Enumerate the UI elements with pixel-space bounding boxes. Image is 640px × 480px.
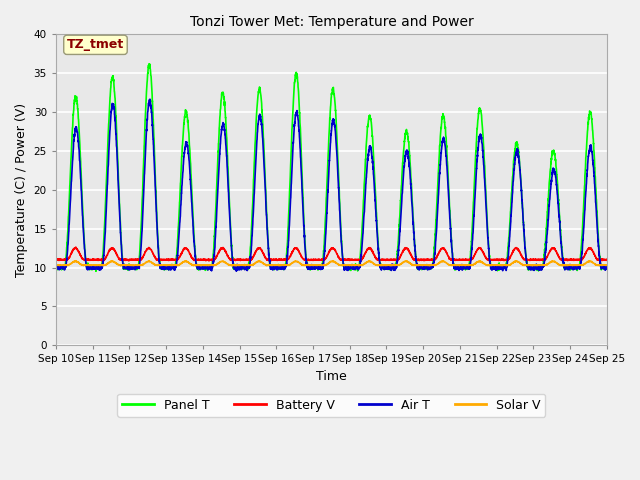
Battery V <box>170 257 178 263</box>
Battery V <box>205 258 213 264</box>
Air T <box>52 265 60 271</box>
Air T <box>395 242 403 248</box>
Legend: Panel T, Battery V, Air T, Solar V: Panel T, Battery V, Air T, Solar V <box>118 394 545 417</box>
Solar V <box>385 262 393 268</box>
Line: Solar V: Solar V <box>56 261 607 265</box>
Solar V <box>170 263 178 268</box>
Solar V <box>395 262 403 268</box>
Panel T <box>52 264 60 270</box>
Battery V <box>551 246 559 252</box>
Solar V <box>551 259 559 265</box>
Battery V <box>603 257 611 263</box>
Panel T <box>385 262 393 268</box>
Panel T <box>170 264 178 269</box>
Y-axis label: Temperature (C) / Power (V): Temperature (C) / Power (V) <box>15 103 28 277</box>
Battery V <box>72 244 79 250</box>
Solar V <box>52 263 60 268</box>
Battery V <box>395 256 403 262</box>
Battery V <box>385 257 393 263</box>
Solar V <box>197 263 205 268</box>
Air T <box>603 263 611 268</box>
Air T <box>232 268 240 274</box>
Solar V <box>603 262 611 268</box>
Air T <box>206 265 214 271</box>
Battery V <box>52 257 60 263</box>
Solar V <box>603 262 611 268</box>
Solar V <box>108 258 115 264</box>
Air T <box>170 266 178 272</box>
Line: Air T: Air T <box>56 99 607 271</box>
X-axis label: Time: Time <box>316 370 347 383</box>
Panel T <box>206 264 214 270</box>
Air T <box>147 96 154 102</box>
Title: Tonzi Tower Met: Temperature and Power: Tonzi Tower Met: Temperature and Power <box>189 15 473 29</box>
Panel T <box>603 265 611 271</box>
Air T <box>603 266 611 272</box>
Air T <box>551 169 559 175</box>
Panel T <box>145 61 153 67</box>
Line: Battery V: Battery V <box>56 247 607 261</box>
Battery V <box>206 257 214 263</box>
Solar V <box>206 262 214 268</box>
Panel T <box>603 264 611 270</box>
Air T <box>385 264 393 270</box>
Battery V <box>603 256 611 262</box>
Text: TZ_tmet: TZ_tmet <box>67 38 124 51</box>
Panel T <box>92 268 100 274</box>
Panel T <box>551 151 559 157</box>
Panel T <box>395 226 403 232</box>
Line: Panel T: Panel T <box>56 64 607 271</box>
